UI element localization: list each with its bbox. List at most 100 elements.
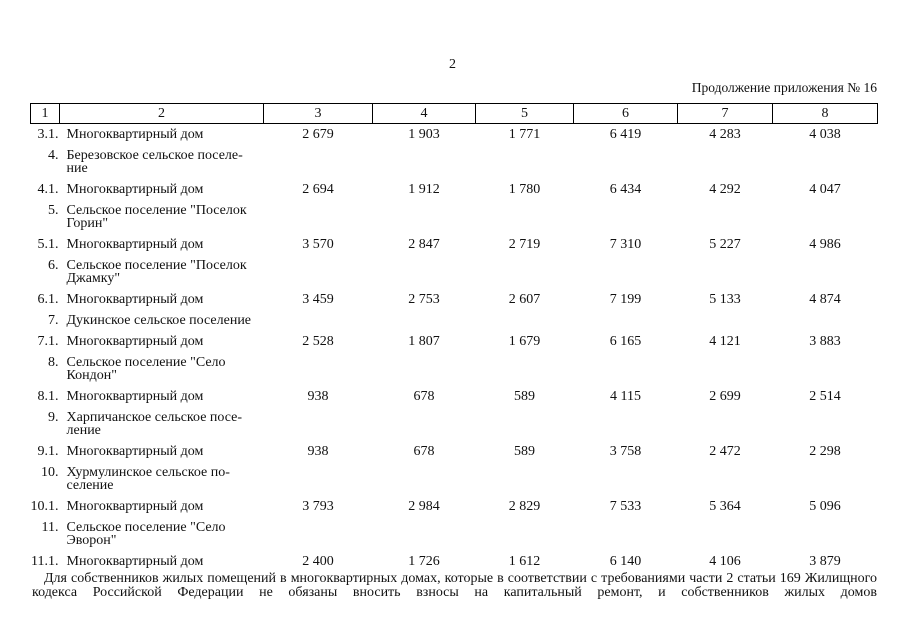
row-value: 2 719 (508, 237, 541, 252)
row-value: 1 780 (508, 182, 541, 197)
row-value: 2 298 (809, 444, 841, 459)
column-header: 6 (573, 103, 678, 124)
row-value: 6 140 (609, 554, 642, 569)
row-number: 4. (48, 148, 59, 163)
row-value: 4 047 (809, 182, 841, 197)
row-label: Многоквартирный дом (66, 292, 204, 307)
row-value (264, 255, 373, 289)
table-row: 9.1. Многоквартирный дом 938 678 589 3 758 2 4… (31, 441, 878, 462)
row-value: 3 459 (302, 292, 334, 307)
row-value: 4 283 (709, 127, 741, 142)
row-number: 10.1. (30, 499, 59, 514)
row-number: 3.1. (37, 127, 59, 142)
row-value (678, 255, 773, 289)
row-value: 3 793 (302, 499, 334, 514)
row-value (574, 145, 678, 179)
table-body: 3.1. Многоквартирный дом 2 679 1 903 1 771 6 … (31, 124, 878, 573)
row-value (476, 310, 574, 331)
table-row: 7.1. Многоквартирный дом 2 528 1 807 1 679 6 … (31, 331, 878, 352)
column-header: 4 (372, 103, 476, 124)
row-value: 4 038 (809, 127, 841, 142)
row-value (574, 517, 678, 551)
row-label: Березовское сельское поселе- ние (66, 148, 243, 176)
row-value (678, 145, 773, 179)
row-value (678, 310, 773, 331)
row-value: 3 879 (809, 554, 841, 569)
table-row: 4. Березовское сельское поселе- ние (31, 145, 878, 179)
row-label: Сельское поселение "Поселок Горин" (66, 203, 247, 231)
row-value: 2 694 (302, 182, 334, 197)
row-number: 5.1. (37, 237, 59, 252)
row-label: Дукинское сельское поселение (66, 313, 252, 328)
row-value (476, 145, 574, 179)
table-row: 10.1. Многоквартирный дом 3 793 2 984 2 829 7… (31, 496, 878, 517)
row-value: 4 121 (709, 334, 741, 349)
row-value (373, 310, 476, 331)
row-value (773, 255, 878, 289)
row-number: 9. (48, 410, 59, 425)
row-label: Многоквартирный дом (66, 554, 204, 569)
row-value (373, 517, 476, 551)
row-value: 5 364 (709, 499, 741, 514)
column-header: 8 (772, 103, 878, 124)
row-value (476, 517, 574, 551)
table-row: 6. Сельское поселение "Поселок Джамку" (31, 255, 878, 289)
row-value (574, 352, 678, 386)
table-row: 7. Дукинское сельское поселение (31, 310, 878, 331)
row-value: 2 679 (302, 127, 334, 142)
row-number: 8.1. (37, 389, 59, 404)
table-row: 5.1. Многоквартирный дом 3 570 2 847 2 719 7 … (31, 234, 878, 255)
row-value: 678 (413, 389, 435, 404)
row-value: 1 912 (408, 182, 440, 197)
row-label: Многоквартирный дом (66, 499, 204, 514)
row-label: Сельское поселение "Село Эворон" (66, 520, 226, 548)
row-value (678, 407, 773, 441)
row-value: 678 (413, 444, 435, 459)
row-number: 10. (41, 465, 59, 480)
row-value: 4 986 (809, 237, 841, 252)
row-value (773, 352, 878, 386)
row-value: 2 984 (408, 499, 440, 514)
row-value (773, 145, 878, 179)
row-value (373, 352, 476, 386)
row-value: 589 (514, 444, 535, 459)
row-label: Многоквартирный дом (66, 127, 204, 142)
row-value: 4 115 (610, 389, 641, 404)
table-row: 6.1. Многоквартирный дом 3 459 2 753 2 607 7 … (31, 289, 878, 310)
row-value: 2 514 (809, 389, 841, 404)
row-value: 2 400 (302, 554, 334, 569)
row-value (264, 310, 373, 331)
row-value: 589 (514, 389, 535, 404)
row-label: Харпичанское сельское посе- ление (66, 410, 243, 438)
column-header: 7 (677, 103, 773, 124)
table-row: 4.1. Многоквартирный дом 2 694 1 912 1 780 6 … (31, 179, 878, 200)
table-row: 8.1. Многоквартирный дом 938 678 589 4 115 2 6… (31, 386, 878, 407)
row-value (574, 310, 678, 331)
row-value (678, 200, 773, 234)
footnote-paragraph: Для собственников жилых помещений в мног… (32, 571, 877, 600)
row-value: 2 472 (709, 444, 741, 459)
row-label: Хурмулинское сельское по- селение (66, 465, 230, 493)
row-value: 2 753 (408, 292, 440, 307)
continuation-note: Продолжение приложения № 16 (691, 80, 877, 95)
row-value (264, 200, 373, 234)
row-value (574, 462, 678, 496)
table-row: 8. Сельское поселение "Село Кондон" (31, 352, 878, 386)
row-value: 1 612 (508, 554, 541, 569)
row-value (264, 407, 373, 441)
row-value: 2 829 (508, 499, 541, 514)
column-header: 5 (475, 103, 574, 124)
row-value: 5 133 (709, 292, 741, 307)
row-number: 11. (41, 520, 59, 535)
row-number: 7.1. (37, 334, 59, 349)
row-value: 7 199 (609, 292, 642, 307)
row-label: Многоквартирный дом (66, 182, 204, 197)
row-value (264, 517, 373, 551)
row-value (678, 462, 773, 496)
row-value: 2 699 (709, 389, 741, 404)
table-row: 9. Харпичанское сельское посе- ление (31, 407, 878, 441)
table-row: 11.1. Многоквартирный дом 2 400 1 726 1 612 6… (31, 551, 878, 572)
row-number: 8. (48, 355, 59, 370)
